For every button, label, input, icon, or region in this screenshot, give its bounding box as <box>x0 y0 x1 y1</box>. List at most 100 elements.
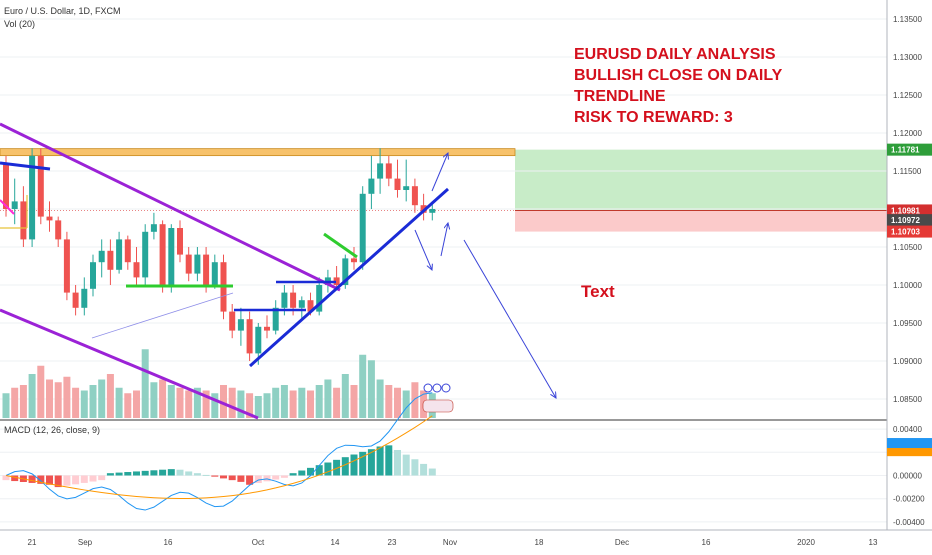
volume-bar <box>89 385 97 418</box>
volume-bar <box>237 390 245 418</box>
time-tick-label: 16 <box>164 538 173 547</box>
event-icon-tray <box>422 399 454 413</box>
volume-bar <box>150 382 158 418</box>
time-tick-label: 14 <box>331 538 340 547</box>
volume-bar <box>80 390 88 418</box>
price-label-box <box>887 204 932 217</box>
volume-bars <box>2 349 436 418</box>
macd-histogram-bar <box>411 459 419 476</box>
macd-histogram-bar <box>420 463 428 476</box>
volume-bar <box>46 379 53 418</box>
macd-value-marker <box>887 438 932 449</box>
volume-bar <box>167 385 175 418</box>
volume-bar <box>289 390 297 418</box>
price-label-box <box>887 225 932 238</box>
annotation-line-3: TRENDLINE <box>574 88 666 105</box>
candle-body <box>429 209 436 213</box>
macd-histogram-bar <box>324 462 332 476</box>
volume-bar <box>124 393 132 418</box>
macd-histogram-bar <box>254 475 262 484</box>
volume-bar <box>307 390 314 418</box>
channel-lower-line <box>0 308 259 420</box>
volume-bar <box>115 387 123 418</box>
flag-line <box>323 232 358 259</box>
candle-body <box>290 292 297 308</box>
volume-label: Vol (20) <box>4 19 36 29</box>
macd-histogram-bar <box>37 475 45 484</box>
candle-body <box>272 307 279 331</box>
time-tick-label: Oct <box>252 538 265 547</box>
macd-histogram-bar <box>333 459 341 476</box>
time-tick-label: 23 <box>388 538 397 547</box>
macd-tick-label: -0.00200 <box>893 495 925 504</box>
time-tick-label: 13 <box>869 538 878 547</box>
volume-bar <box>141 349 149 418</box>
macd-histogram-bar <box>376 446 384 476</box>
volume-bar <box>63 376 71 418</box>
volume-bar <box>19 385 27 418</box>
macd-histogram-bar <box>272 475 280 480</box>
candle-body <box>194 254 201 274</box>
time-tick-label: 16 <box>702 538 711 547</box>
candle-body <box>116 239 123 270</box>
arrow-up-projection <box>431 153 448 192</box>
channel-upper-line <box>0 122 341 292</box>
resistance-band <box>0 148 516 157</box>
macd-histogram-bar <box>46 475 53 485</box>
price-label-text: 1.10703 <box>891 228 920 237</box>
signal-value-marker <box>887 446 932 457</box>
time-tick-label: 2020 <box>797 538 815 547</box>
macd-line <box>5 392 433 511</box>
candle-body <box>177 228 183 255</box>
candle-body <box>150 224 157 232</box>
price-tick-label: 1.08500 <box>893 395 922 404</box>
candle-body <box>142 231 149 278</box>
event-icon <box>432 383 442 393</box>
candles <box>3 148 436 365</box>
macd-histogram-bar <box>150 470 158 476</box>
drawings <box>0 122 556 420</box>
volume-bar <box>394 387 401 418</box>
volume-bar <box>185 390 193 418</box>
macd-histogram-bar <box>298 470 306 476</box>
macd-histogram-bar <box>202 474 210 476</box>
macd-histogram-bar <box>133 471 140 476</box>
analysis-annotation: EURUSD DAILY ANALYSIS BULLISH CLOSE ON D… <box>574 44 782 128</box>
candle-body <box>55 220 62 240</box>
candle-body <box>72 292 79 308</box>
candle-body <box>359 193 366 263</box>
volume-bar <box>2 393 10 418</box>
candle-body <box>98 250 105 263</box>
macd-histogram-bar <box>176 469 184 476</box>
candle-body <box>246 319 253 354</box>
macd-histogram-bar <box>385 445 393 476</box>
volume-bar <box>272 387 280 418</box>
volume-bar <box>133 390 140 418</box>
volume-bar <box>324 379 332 418</box>
macd-histogram-bar <box>280 475 288 478</box>
price-tick-label: 1.10000 <box>893 281 922 290</box>
macd-histogram-bar <box>394 449 401 476</box>
resistance-line-left <box>0 161 51 171</box>
macd-histogram-bar <box>246 475 254 485</box>
arrow-long-down <box>463 239 556 398</box>
macd-histogram-bar <box>2 475 10 481</box>
macd-histogram-bar <box>63 475 71 486</box>
macd-histogram-bar <box>307 467 314 476</box>
volume-bar <box>37 365 45 418</box>
macd-histogram-bar <box>124 472 132 476</box>
macd-tick-label: 0.00400 <box>893 425 922 434</box>
volume-bar <box>28 374 36 418</box>
price-tick-label: 1.10500 <box>893 243 922 252</box>
macd-histogram-bar <box>159 469 167 476</box>
candle-body <box>298 300 305 308</box>
candle-body <box>403 186 410 190</box>
candle-body <box>11 201 18 209</box>
volume-bar <box>211 393 219 418</box>
price-tick-label: 1.13000 <box>893 53 922 62</box>
candle-body <box>90 262 96 289</box>
candle-body <box>264 326 270 331</box>
price-tick-label: 1.09000 <box>893 357 922 366</box>
macd-histogram-bar <box>367 449 375 476</box>
